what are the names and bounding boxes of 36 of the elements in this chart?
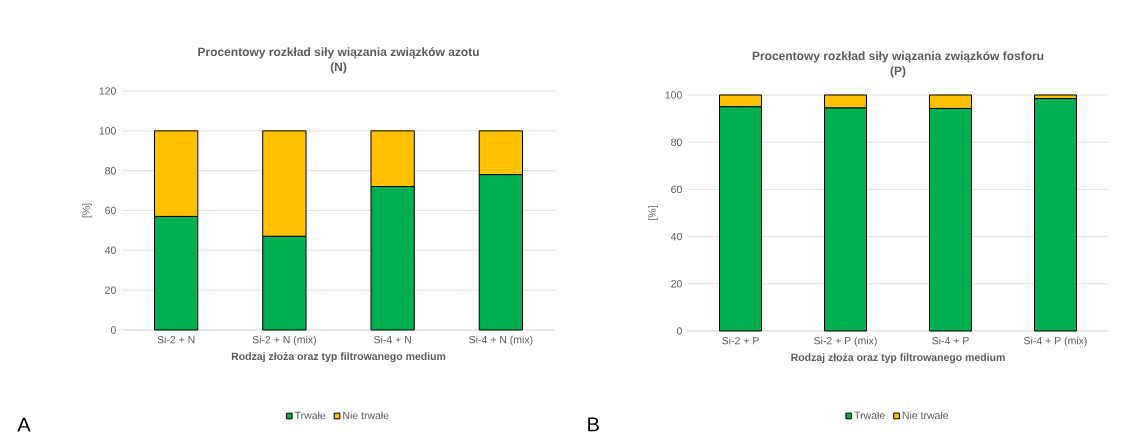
x-tick-label: Si-2 + N (mix): [252, 335, 316, 346]
chart-title: Procentowy rozkład siły wiązania związków azotu: [198, 47, 479, 59]
x-tick-label: Si-2 + P: [722, 336, 759, 345]
bar: [1033, 98, 1077, 332]
chart-subtitle: (N): [330, 62, 347, 74]
chart-subtitle: (P): [890, 66, 906, 78]
text: A: [17, 417, 31, 432]
y-tick-label: 20: [671, 280, 682, 288]
x-tick-label: Si-4 + N (mix): [469, 335, 533, 346]
x-tick-label: Si-2 + P (mix): [814, 336, 877, 347]
y-tick-label: 100: [665, 91, 682, 99]
y-tick-label: 40: [104, 246, 116, 255]
y-tick-label: 80: [671, 138, 682, 146]
x-tick-label: Si-4 + P (mix): [1024, 336, 1087, 347]
y-tick-label: 60: [671, 185, 682, 194]
y-tick-label: 80: [105, 166, 116, 175]
text: B: [588, 417, 599, 432]
y-tick-label: 0: [110, 326, 116, 334]
legend-label: Trwałe: [294, 411, 326, 420]
x-axis-title: Rodzaj złoża oraz typ filtrowanego medium: [231, 352, 446, 363]
legend-label: Nie trwałe: [343, 411, 389, 420]
legend-label: Nie trwałe: [902, 411, 949, 420]
x-tick-label: Si-2 + N: [157, 335, 195, 344]
y-tick-label: 120: [99, 87, 116, 95]
y-tick-label: 40: [670, 232, 682, 241]
legend-label: Trwałe: [854, 411, 885, 420]
y-axis-title: [%]: [648, 206, 658, 220]
chart-title: Procentowy rozkład siły wiązania związków fosforu: [752, 51, 1044, 63]
x-tick-label: Si-4 + P: [932, 336, 969, 345]
y-tick-label: 100: [99, 127, 116, 135]
y-tick-label: 60: [105, 206, 116, 215]
y-tick-label: 20: [105, 286, 116, 294]
y-axis-title: [%]: [82, 203, 92, 218]
x-tick-label: Si-4 + N: [373, 335, 411, 344]
x-axis-title: Rodzaj złoża oraz typ filtrowanego medium: [791, 353, 1005, 364]
y-tick-label: 0: [676, 327, 682, 335]
